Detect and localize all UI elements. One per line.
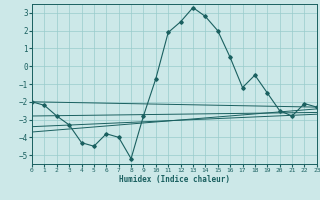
X-axis label: Humidex (Indice chaleur): Humidex (Indice chaleur)	[119, 175, 230, 184]
